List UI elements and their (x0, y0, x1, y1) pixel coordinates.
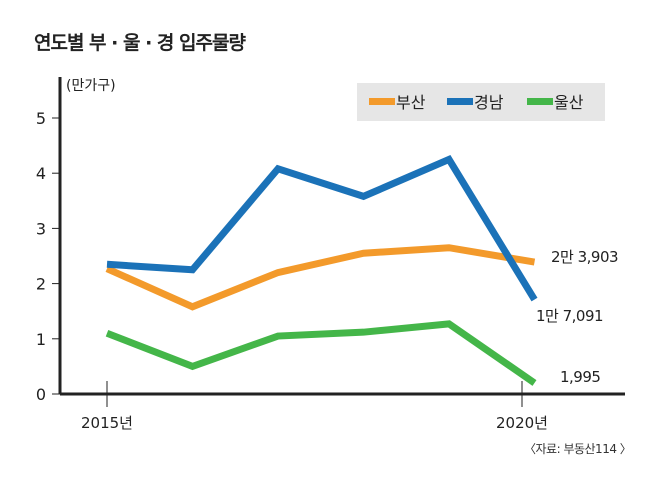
x-tick-label: 2015년 (81, 414, 133, 432)
y-tick-label: 5 (36, 109, 46, 128)
source-note: 〈자료: 부동산114 〉 (524, 442, 632, 456)
y-tick-label: 1 (36, 330, 46, 349)
legend-label: 경남 (474, 93, 504, 112)
series-line-울산 (105, 320, 537, 386)
legend-swatch (369, 98, 395, 105)
y-tick-label: 4 (36, 164, 46, 183)
chart-title: 연도별 부 · 울 · 경 입주물량 (34, 32, 246, 54)
end-value-label: 2만 3,903 (551, 248, 618, 266)
y-tick-label: 2 (36, 275, 46, 294)
y-axis-label: (만가구) (66, 78, 116, 94)
legend-label: 울산 (554, 93, 584, 112)
legend-label: 부산 (396, 93, 426, 112)
end-value-label: 1,995 (560, 368, 600, 386)
legend-swatch (447, 98, 473, 105)
legend-box (357, 83, 605, 121)
x-tick-label: 2020년 (496, 414, 548, 432)
end-value-label: 1만 7,091 (536, 307, 603, 325)
series-line-경남 (106, 154, 538, 302)
y-tick-label: 3 (36, 219, 46, 238)
series-line-부산 (105, 244, 536, 311)
legend-swatch (527, 98, 553, 105)
y-tick-label: 0 (36, 385, 46, 404)
